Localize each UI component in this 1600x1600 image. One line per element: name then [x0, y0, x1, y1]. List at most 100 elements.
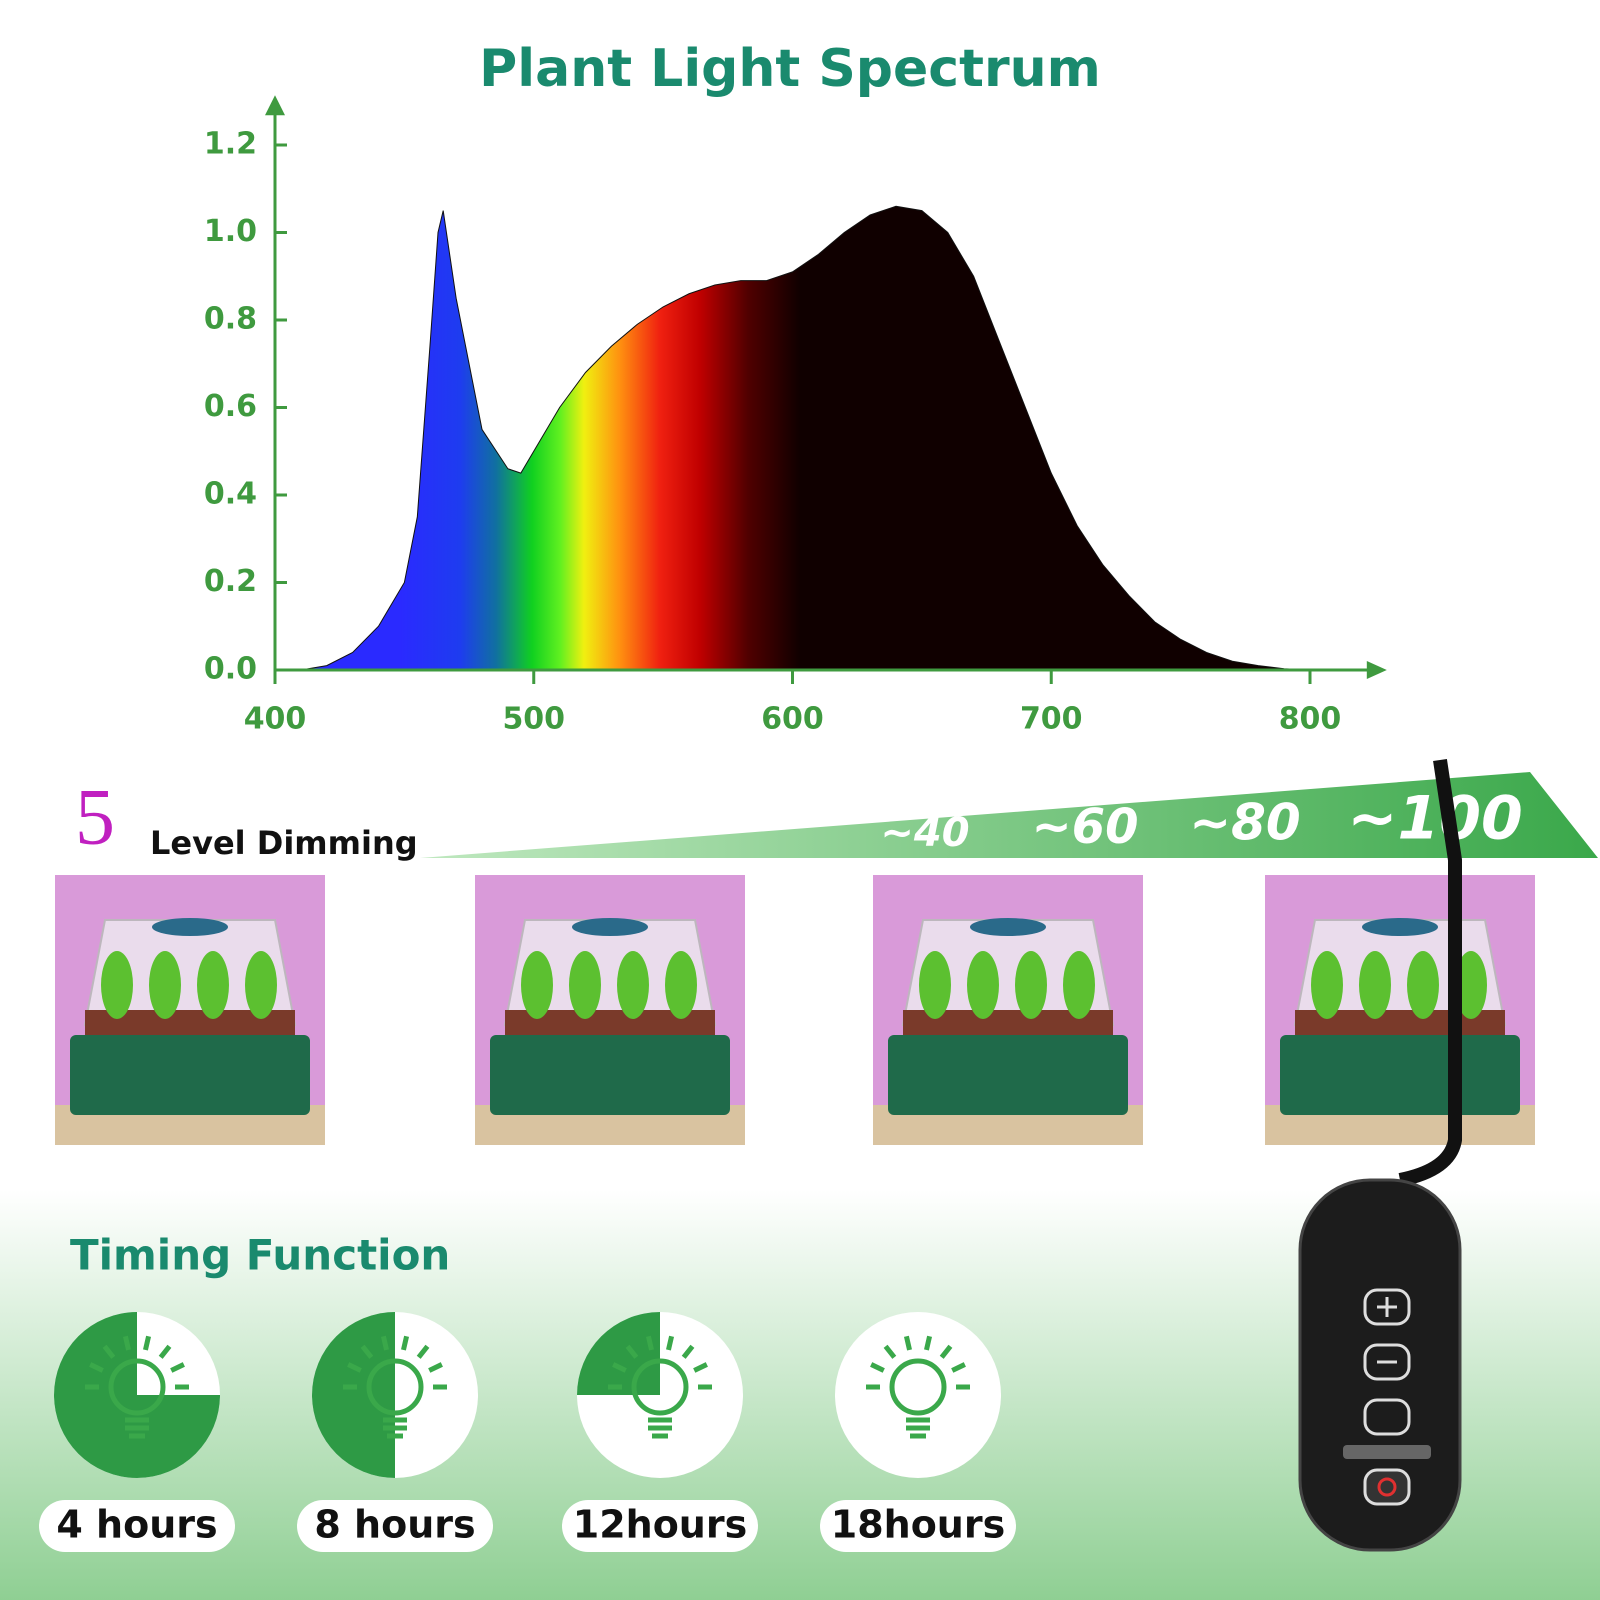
indicator-row	[1343, 1445, 1431, 1459]
timer-label: 18hours	[831, 1503, 1005, 1547]
x-tick-label: 600	[761, 702, 824, 737]
y-tick-label: 0.0	[204, 652, 257, 687]
bulb-ray	[428, 1362, 443, 1373]
bulb-ray	[143, 1335, 152, 1351]
timer-label: 4 hours	[56, 1503, 217, 1547]
timing-title: Timing Function	[70, 1231, 450, 1280]
bulb-base	[383, 1417, 407, 1439]
bulb-ray	[939, 1344, 953, 1359]
dimming-title: Level Dimming	[150, 824, 418, 862]
y-tick-label: 0.4	[204, 477, 257, 512]
dimming-level: ~80	[1189, 794, 1300, 852]
seedling	[1311, 951, 1343, 1019]
y-tick-label: 0.6	[204, 389, 257, 424]
bulb-ray	[666, 1335, 675, 1351]
bulb-ray	[380, 1335, 389, 1351]
dimming-level: ~40	[880, 810, 969, 856]
timer-circle	[835, 1312, 1001, 1478]
timer-pill	[297, 1500, 493, 1552]
bulb-ray	[645, 1335, 654, 1351]
bulb-ray	[347, 1362, 362, 1373]
photos	[55, 875, 1535, 1145]
bulb-ray	[883, 1344, 897, 1359]
tray	[490, 1035, 730, 1115]
tray	[1280, 1035, 1520, 1115]
bulb-ray	[122, 1335, 131, 1351]
bulb	[889, 1358, 947, 1416]
seedling	[1015, 951, 1047, 1019]
bulb-ray	[89, 1362, 104, 1373]
bulb-ray	[360, 1344, 374, 1359]
tray	[70, 1035, 310, 1115]
power-button	[1363, 1468, 1411, 1506]
bulb-ray	[951, 1362, 966, 1373]
bulb-ray	[681, 1344, 695, 1359]
plus-button	[1363, 1288, 1411, 1326]
tray	[888, 1035, 1128, 1115]
x-tick-label: 700	[1020, 702, 1083, 737]
seedling	[665, 951, 697, 1019]
timer-fill	[54, 1312, 220, 1478]
seedling	[245, 951, 277, 1019]
vent	[152, 918, 228, 936]
seedling	[1359, 951, 1391, 1019]
x-axis-arrow	[1366, 661, 1387, 679]
timers: 4 hours 8 hours 12hours 18hours	[39, 1312, 1016, 1552]
x-tick-label: 500	[502, 702, 565, 737]
bulb-base	[648, 1417, 672, 1439]
bulb-ray	[924, 1335, 933, 1351]
spectrum-area	[275, 205, 1311, 671]
bulb-ray	[612, 1362, 627, 1373]
y-tick-label: 1.0	[204, 214, 257, 249]
bulb-ray	[170, 1362, 185, 1373]
seedling	[1407, 951, 1439, 1019]
seedling	[197, 951, 229, 1019]
timer-label: 12hours	[573, 1503, 747, 1547]
bulb-ray	[401, 1335, 410, 1351]
timer-pill	[39, 1500, 235, 1552]
bulb-ray	[693, 1362, 708, 1373]
bulb-ray	[416, 1344, 430, 1359]
plus-icon	[1377, 1297, 1397, 1317]
bulb	[631, 1358, 689, 1416]
remote-controller	[1298, 758, 1462, 1552]
bulb-ray	[903, 1335, 912, 1351]
seedling	[617, 951, 649, 1019]
minus-button	[1363, 1343, 1411, 1381]
timer-button	[1363, 1398, 1411, 1436]
seedling	[569, 951, 601, 1019]
dimming-level: ~60	[1031, 799, 1138, 855]
bulb	[366, 1358, 424, 1416]
vent	[572, 918, 648, 936]
dimming-level: ~100	[1347, 784, 1523, 854]
bulb-base	[906, 1417, 930, 1439]
seedling	[967, 951, 999, 1019]
seedling	[149, 951, 181, 1019]
bulb	[108, 1358, 166, 1416]
seedling	[1455, 951, 1487, 1019]
vent	[970, 918, 1046, 936]
y-axis-arrow	[265, 95, 285, 116]
bulb-ray	[158, 1344, 172, 1359]
seedling	[101, 951, 133, 1019]
x-tick-label: 400	[244, 702, 307, 737]
power-icon	[1377, 1477, 1397, 1497]
timer-pill	[562, 1500, 758, 1552]
timer-fill	[312, 1312, 395, 1478]
bulb-ray	[870, 1362, 885, 1373]
seedling	[1063, 951, 1095, 1019]
x-tick-label: 800	[1279, 702, 1342, 737]
seedling	[521, 951, 553, 1019]
y-tick-label: 0.2	[204, 564, 257, 599]
bulb-ray	[625, 1344, 639, 1359]
y-tick-label: 0.8	[204, 302, 257, 337]
timer-label: 8 hours	[314, 1503, 475, 1547]
chart-title: Plant Light Spectrum	[479, 39, 1101, 99]
seedling	[919, 951, 951, 1019]
timer-pill	[820, 1500, 1016, 1552]
y-tick-label: 1.2	[204, 127, 257, 162]
vent	[1362, 918, 1438, 936]
dimming-banner	[420, 772, 1598, 858]
dimming-number: 5	[75, 773, 115, 861]
